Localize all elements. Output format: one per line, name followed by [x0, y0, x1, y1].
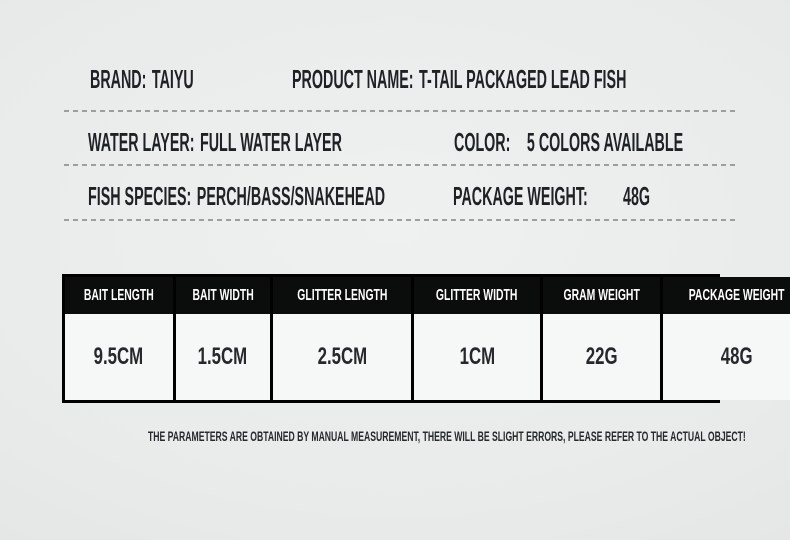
table-cell-bait-length: 9.5CM — [65, 314, 173, 400]
product-name-value: T-TAIL PACKAGED LEAD FISH — [419, 64, 627, 94]
package-weight-field: PACKAGE WEIGHT: 48G — [453, 181, 650, 211]
water-layer-value: FULL WATER LAYER — [199, 127, 342, 157]
header-label: PACKAGE WEIGHT — [688, 286, 785, 304]
table-header-glitter-length: GLITTER LENGTH — [272, 277, 412, 314]
package-weight-value: 48G — [622, 181, 651, 211]
table-cell-glitter-length: 2.5CM — [272, 314, 412, 400]
table-cell-package-weight: 48G — [663, 314, 790, 400]
header-label: GRAM WEIGHT — [563, 286, 640, 304]
cell-value: 9.5CM — [94, 343, 144, 370]
fish-species-label: FISH SPECIES: — [88, 181, 192, 211]
table-header-bait-length: BAIT LENGTH — [65, 277, 173, 314]
package-weight-label: PACKAGE WEIGHT: — [453, 181, 588, 211]
color-field: COLOR: 5 COLORS AVAILABLE — [454, 127, 683, 157]
table-cell-glitter-width: 1CM — [414, 314, 540, 400]
divider-line — [64, 219, 737, 221]
cell-value: 22G — [585, 343, 618, 370]
table-header-glitter-width: GLITTER WIDTH — [414, 277, 540, 314]
cell-value: 1.5CM — [197, 343, 248, 370]
table-cell-gram-weight: 22G — [542, 314, 661, 400]
water-layer-field: WATER LAYER: FULL WATER LAYER — [88, 127, 342, 157]
disclaimer-note: THE PARAMETERS ARE OBTAINED BY MANUAL ME… — [148, 429, 746, 444]
color-label: COLOR: — [454, 127, 511, 157]
header-label: GLITTER WIDTH — [436, 286, 518, 304]
table-header-package-weight: PACKAGE WEIGHT — [663, 277, 790, 314]
divider-line — [64, 164, 737, 166]
product-name-label: PRODUCT NAME: — [292, 64, 414, 94]
measurement-table: BAIT LENGTH BAIT WIDTH GLITTER LENGTH GL… — [62, 274, 790, 403]
divider-line — [64, 110, 737, 112]
fish-species-field: FISH SPECIES: PERCH/BASS/SNAKEHEAD — [88, 181, 385, 211]
cell-value: 48G — [720, 343, 753, 370]
cell-value: 1CM — [459, 343, 495, 370]
brand-field: BRAND: TAIYU — [90, 64, 194, 94]
header-label: BAIT LENGTH — [83, 286, 154, 304]
brand-label: BRAND: — [90, 64, 147, 94]
brand-value: TAIYU — [151, 64, 194, 94]
fish-species-value: PERCH/BASS/SNAKEHEAD — [196, 181, 386, 211]
header-label: GLITTER LENGTH — [297, 286, 388, 304]
header-label: BAIT WIDTH — [192, 286, 254, 304]
cell-value: 2.5CM — [317, 343, 367, 370]
water-layer-label: WATER LAYER: — [88, 127, 195, 157]
color-value: 5 COLORS AVAILABLE — [526, 127, 684, 157]
table-header-bait-width: BAIT WIDTH — [175, 277, 270, 314]
table-header-gram-weight: GRAM WEIGHT — [542, 277, 661, 314]
table-cell-bait-width: 1.5CM — [175, 314, 270, 400]
product-name-field: PRODUCT NAME: T-TAIL PACKAGED LEAD FISH — [292, 64, 626, 94]
